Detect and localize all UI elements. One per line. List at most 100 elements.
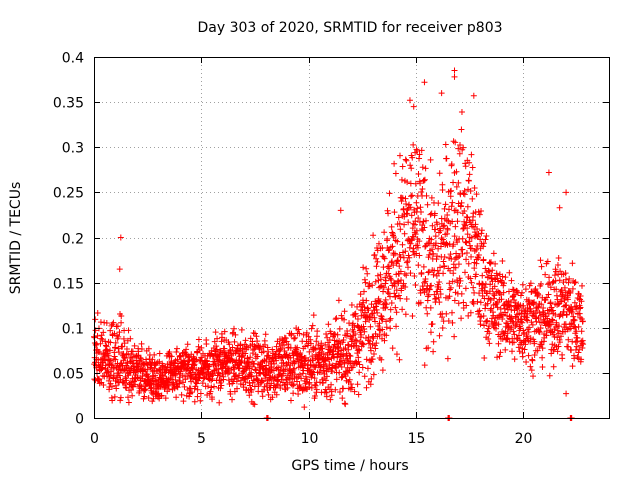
data-point <box>354 316 361 323</box>
data-point <box>313 338 320 345</box>
data-point <box>108 383 115 390</box>
data-point <box>553 286 560 293</box>
data-point <box>247 354 254 361</box>
data-point <box>391 290 398 297</box>
data-point <box>449 278 456 285</box>
data-point <box>427 329 434 336</box>
data-point <box>448 161 455 168</box>
data-point <box>537 257 544 264</box>
data-point <box>371 251 378 258</box>
data-point <box>447 267 454 274</box>
data-point <box>443 310 450 317</box>
data-point <box>569 285 576 292</box>
data-point <box>467 275 474 282</box>
data-point <box>390 232 397 239</box>
data-point <box>154 394 161 401</box>
data-point <box>226 341 233 348</box>
data-point <box>523 314 530 321</box>
data-point <box>549 317 556 324</box>
data-point <box>412 218 419 225</box>
data-point <box>579 282 586 289</box>
data-point <box>432 240 439 247</box>
data-point <box>407 240 414 247</box>
data-point <box>393 323 400 330</box>
data-point <box>576 305 583 312</box>
data-point <box>522 310 529 317</box>
data-point <box>571 317 578 324</box>
data-point <box>387 315 394 322</box>
data-point <box>432 233 439 240</box>
data-point <box>453 168 460 175</box>
data-point <box>577 304 584 311</box>
data-point <box>374 309 381 316</box>
data-point <box>360 341 367 348</box>
data-point <box>538 263 545 270</box>
data-point <box>280 359 287 366</box>
y-tick-label: 0.1 <box>62 322 84 338</box>
data-point <box>478 208 485 215</box>
data-point <box>520 302 527 309</box>
data-point <box>407 270 414 277</box>
data-point <box>141 393 148 400</box>
data-point <box>156 366 163 373</box>
data-point <box>421 176 428 183</box>
data-point <box>499 273 506 280</box>
data-point <box>538 301 545 308</box>
data-point <box>116 266 123 273</box>
data-point <box>569 363 576 370</box>
data-point <box>577 293 584 300</box>
data-point <box>323 373 330 380</box>
data-point <box>408 237 415 244</box>
data-point <box>436 278 443 285</box>
data-point <box>128 382 135 389</box>
data-point <box>576 346 583 353</box>
data-point <box>515 344 522 351</box>
data-point <box>94 332 101 339</box>
data-point <box>427 156 434 163</box>
data-point <box>165 382 172 389</box>
data-point <box>451 67 458 74</box>
data-point <box>349 320 356 327</box>
data-point <box>461 191 468 198</box>
data-point <box>556 204 563 211</box>
data-point <box>353 337 360 344</box>
data-point <box>103 343 110 350</box>
data-point <box>390 262 397 269</box>
data-point <box>406 244 413 251</box>
data-point <box>367 347 374 354</box>
data-point <box>375 323 382 330</box>
data-point <box>105 352 112 359</box>
data-point <box>114 323 121 330</box>
data-point <box>404 179 411 186</box>
data-point <box>371 314 378 321</box>
y-tick-label: 0.05 <box>53 367 84 383</box>
data-point <box>575 349 582 356</box>
data-point <box>382 304 389 311</box>
data-point <box>437 264 444 271</box>
data-point <box>462 160 469 167</box>
data-point <box>296 383 303 390</box>
data-point <box>337 207 344 214</box>
data-point <box>305 333 312 340</box>
data-point <box>242 337 249 344</box>
data-point <box>402 195 409 202</box>
data-point <box>430 271 437 278</box>
data-point <box>331 353 338 360</box>
data-point <box>416 151 423 158</box>
data-point <box>406 97 413 104</box>
data-point <box>465 260 472 267</box>
data-point <box>554 327 561 334</box>
data-point <box>227 391 234 398</box>
data-point <box>258 377 265 384</box>
data-point <box>509 348 516 355</box>
data-point <box>463 250 470 256</box>
data-point <box>567 290 574 297</box>
data-point <box>373 263 380 270</box>
data-point <box>256 346 263 353</box>
data-point <box>174 356 181 363</box>
data-point <box>207 388 214 395</box>
data-point <box>309 322 316 329</box>
data-point <box>403 201 410 208</box>
data-point <box>453 183 460 190</box>
data-point <box>123 345 130 352</box>
